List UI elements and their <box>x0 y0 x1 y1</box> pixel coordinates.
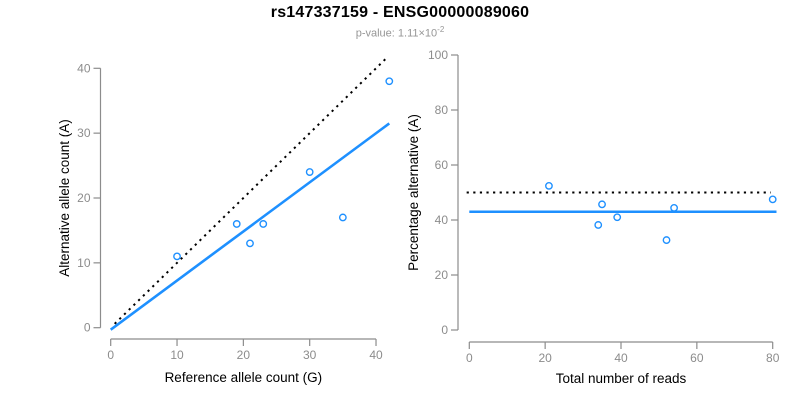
figure-header: rs147337159 - ENSG00000089060 p-value: 1… <box>0 0 800 40</box>
data-point <box>598 200 606 209</box>
data-point <box>545 181 553 190</box>
y-tick-label: 40 <box>435 213 449 227</box>
data-point <box>385 77 394 86</box>
left-panel: 0 10 20 30 40 0 10 20 30 40 Reference allele count… <box>57 55 394 385</box>
data-point <box>594 221 603 229</box>
y-tick-label: 20 <box>77 191 91 205</box>
x-tick-label: 0 <box>107 348 114 362</box>
x-axis-label: Total number of reads <box>556 371 687 386</box>
y-axis-label: Alternative allele count (A) <box>57 119 72 277</box>
x-tick-label: 60 <box>690 351 704 365</box>
data-point <box>662 236 671 244</box>
y-tick-label: 0 <box>441 323 448 337</box>
x-tick-label: 40 <box>614 351 628 365</box>
y-tick-label: 20 <box>435 268 449 282</box>
data-point <box>259 220 268 228</box>
y-tick-label: 30 <box>77 126 91 140</box>
fit-line <box>109 122 391 331</box>
y-axis-label: Percentage alternative (A) <box>406 114 421 271</box>
data-point <box>670 203 678 212</box>
data-point <box>246 239 254 248</box>
y-tick-label: 100 <box>428 48 448 62</box>
x-tick-label: 10 <box>170 348 184 362</box>
x-axis-label: Reference allele count (G) <box>165 370 323 385</box>
x-tick-label: 80 <box>766 351 780 365</box>
right-panel: 0 20 40 60 80 0 20 40 60 80 100 Total number of rea… <box>406 48 780 386</box>
data-point <box>338 213 347 222</box>
x-tick-label: 40 <box>369 348 383 362</box>
data-point <box>232 220 241 228</box>
plot-subtitle: p-value: 1.11×10-2 <box>0 25 800 40</box>
x-tick-label: 20 <box>538 351 552 365</box>
y-tick-label: 80 <box>435 103 449 117</box>
identity-dotted-line <box>113 55 389 325</box>
data-point <box>173 252 181 261</box>
data-point <box>305 168 314 176</box>
data-point <box>768 195 777 204</box>
x-tick-label: 20 <box>237 348 251 362</box>
y-tick-label: 40 <box>77 61 91 75</box>
y-tick-label: 0 <box>84 321 91 335</box>
data-point <box>613 213 622 222</box>
x-tick-label: 30 <box>303 348 317 362</box>
plot-title: rs147337159 - ENSG00000089060 <box>270 4 530 21</box>
x-tick-label: 0 <box>466 351 473 365</box>
p-value-mantissa: 1.11×10 <box>397 27 438 40</box>
y-tick-label: 60 <box>435 158 449 172</box>
p-value-prefix: p-value: <box>355 27 398 40</box>
y-tick-label: 10 <box>77 256 91 270</box>
p-value-exponent: -2 <box>437 25 445 34</box>
